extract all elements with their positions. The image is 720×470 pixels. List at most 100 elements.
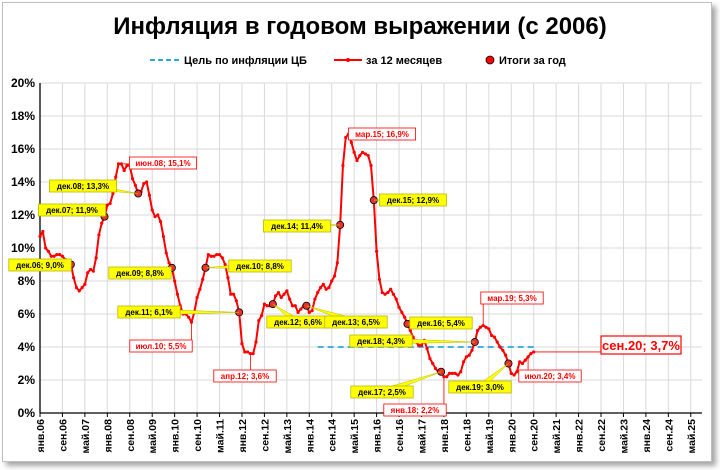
series-point: [310, 309, 314, 313]
series-point: [223, 262, 227, 267]
series-point: [512, 373, 516, 377]
label-box: [349, 334, 413, 348]
series-point: [83, 282, 87, 286]
x-tick-label: май.15: [349, 419, 361, 454]
series-point: [366, 154, 370, 158]
data-label: июл.20; 3,4%: [518, 356, 582, 383]
x-tick-label: май.19: [484, 419, 496, 454]
series-point: [72, 276, 76, 280]
series-point: [150, 208, 154, 212]
x-tick-label: янв.20: [506, 419, 518, 453]
chart-title: Инфляция в годовом выражении (с 2006): [113, 13, 607, 40]
series-point: [470, 348, 474, 352]
label-box: [8, 258, 72, 272]
series-point: [313, 297, 317, 301]
legend-yearend-label: Итоги за год: [499, 55, 566, 67]
series-point: [105, 203, 109, 207]
series-point: [529, 352, 533, 356]
label-box: [409, 316, 473, 330]
data-label: июн.08; 15,1%: [121, 156, 197, 170]
label-box: [263, 219, 331, 233]
series-point: [288, 297, 292, 301]
label-box: [108, 266, 172, 280]
x-tick-label: сен.14: [327, 419, 339, 452]
series-point: [144, 180, 149, 184]
data-label: апр.12; 3,6%: [213, 353, 277, 383]
series-point: [475, 328, 480, 333]
series-point: [290, 304, 295, 308]
x-tick-label: май.11: [215, 419, 227, 453]
label-box: [117, 305, 181, 319]
x-tick-label: май.17: [416, 419, 428, 454]
series-point: [262, 302, 267, 306]
label-box: [129, 339, 193, 353]
x-tick-label: янв.16: [372, 419, 384, 453]
label-text: дек.12; 6,6%: [274, 318, 322, 327]
series-point: [274, 294, 278, 298]
series-point: [299, 307, 303, 311]
data-label: дек.12; 6,6%: [266, 303, 330, 329]
series-point: [400, 310, 404, 314]
series-point: [282, 292, 286, 296]
series-point: [265, 304, 269, 308]
series-point: [116, 162, 121, 166]
legend-series-marker: [346, 58, 350, 62]
series-point: [49, 254, 53, 258]
series-point: [74, 286, 79, 290]
data-label: дек.08; 13,3%: [49, 179, 139, 194]
series-point: [212, 254, 216, 258]
x-tick-label: сен.18: [461, 419, 473, 452]
series-point: [467, 353, 471, 357]
series-point: [504, 353, 508, 357]
label-box: [38, 203, 106, 217]
y-tick-label: 12%: [11, 208, 35, 222]
series-point: [276, 290, 281, 295]
series-point: [433, 366, 438, 371]
data-label: дек.06; 9,0%: [8, 258, 72, 272]
label-text: янв.18; 2,2%: [391, 406, 440, 415]
x-tick-label: янв.18: [439, 419, 451, 453]
series-point: [456, 373, 460, 377]
series-point: [130, 177, 135, 181]
x-tick-label: май.13: [282, 419, 294, 454]
y-tick-label: 10%: [11, 241, 35, 255]
label-text: дек.13; 6,5%: [332, 318, 380, 327]
series-point: [195, 295, 199, 300]
x-tick-label: янв.22: [574, 419, 586, 453]
x-tick-label: сен.24: [663, 419, 675, 452]
legend-series-label: за 12 месяцев: [366, 55, 442, 67]
label-box: [480, 291, 544, 305]
label-text: сен.20; 3,7%: [602, 338, 680, 353]
x-axis-ticks: янв.06 сен.06 май.07 янв.08 сен.08 май.09 янв.…: [35, 419, 698, 454]
series-point: [318, 286, 323, 290]
series-point: [226, 276, 230, 280]
y-tick-label: 4%: [18, 340, 36, 354]
series-point: [257, 319, 261, 323]
series-point: [108, 201, 112, 206]
series-point: [487, 327, 491, 331]
series-point: [38, 234, 42, 239]
series-point: [377, 277, 382, 281]
series-point: [217, 253, 222, 257]
data-label: мар.15; 16,9%: [348, 127, 416, 141]
x-tick-label: янв.10: [170, 419, 182, 453]
series-point: [360, 150, 365, 154]
series-point: [358, 154, 362, 158]
x-tick-label: май.07: [80, 419, 92, 454]
label-text: мар.19; 5,3%: [487, 294, 536, 303]
label-text: дек.17; 2,5%: [358, 388, 406, 397]
x-tick-label: янв.14: [304, 419, 316, 453]
annotations: дек.06; 9,0% дек.07; 11,9% дек.08; 13,3% ию…: [8, 127, 682, 417]
series-point: [60, 254, 65, 258]
label-box: [348, 127, 416, 141]
series-point: [431, 361, 435, 366]
label-box: [213, 369, 277, 383]
series-point: [389, 287, 393, 291]
label-box: [228, 259, 292, 273]
series-point: [229, 292, 233, 296]
label-text: дек.10; 8,8%: [236, 262, 284, 271]
x-tick-label: сен.16: [394, 419, 406, 452]
series-point: [520, 361, 525, 366]
series-point: [159, 220, 163, 224]
